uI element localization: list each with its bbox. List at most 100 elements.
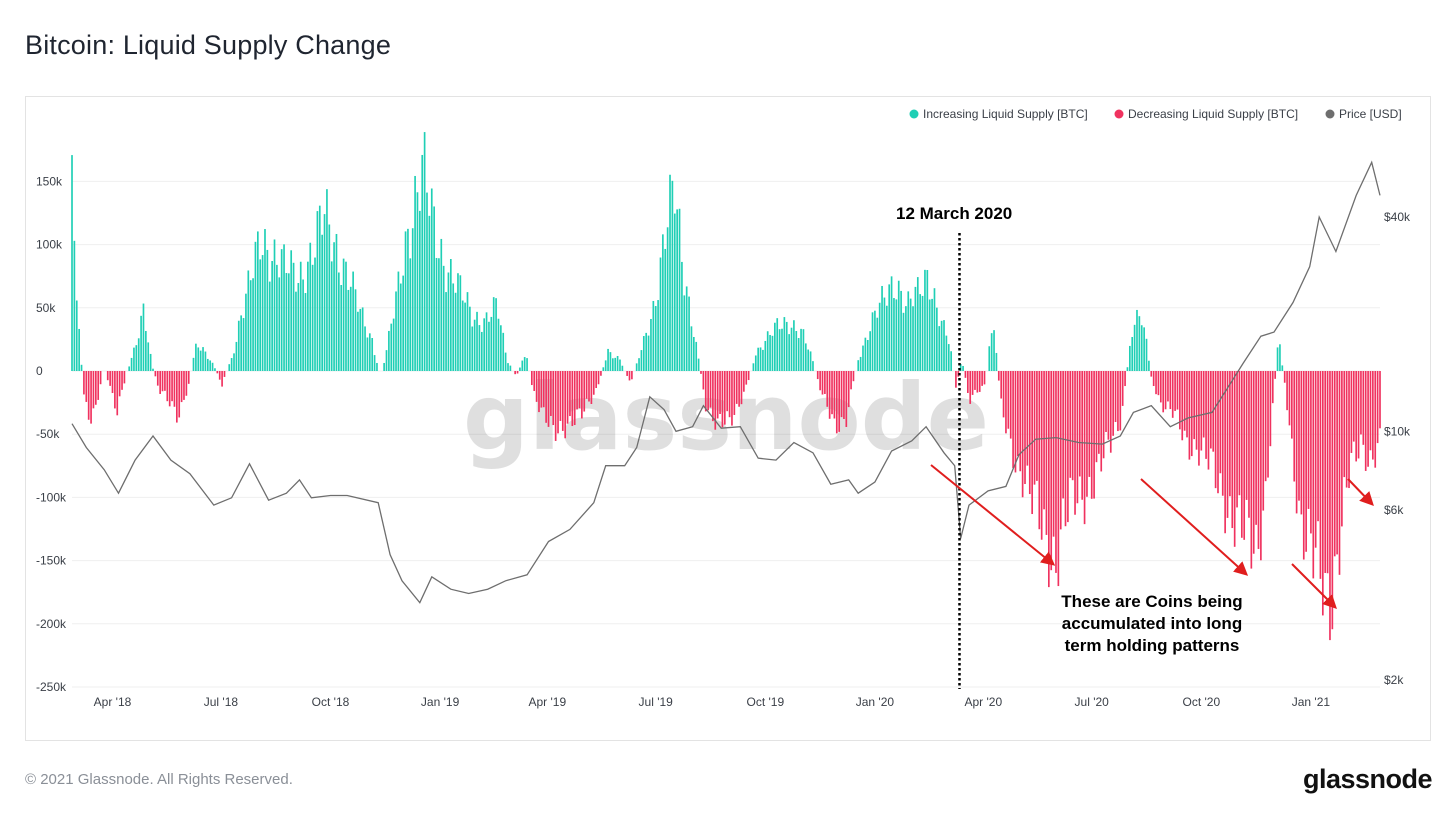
decreasing-supply-bar [187, 371, 190, 384]
increasing-supply-bar [438, 258, 440, 371]
increasing-supply-bar [376, 362, 378, 371]
increasing-supply-bar [357, 311, 359, 371]
decreasing-supply-bar [819, 371, 821, 391]
decreasing-supply-bar [983, 371, 986, 385]
y-left-tick-label: 50k [36, 301, 56, 315]
decreasing-supply-bar [1338, 371, 1341, 575]
increasing-supply-bar [914, 286, 917, 371]
increasing-supply-bar [385, 350, 388, 371]
decreasing-supply-bar [595, 371, 597, 389]
increasing-supply-bar [311, 264, 314, 371]
increasing-supply-bar [666, 227, 669, 371]
decreasing-supply-bar [176, 371, 178, 423]
increasing-supply-bar [252, 278, 254, 371]
decreasing-supply-bar [1095, 371, 1098, 463]
decreasing-supply-bar [704, 371, 707, 412]
increasing-supply-bar [928, 299, 931, 371]
increasing-supply-bar [299, 261, 302, 371]
increasing-supply-bar [931, 298, 933, 371]
increasing-supply-bar [1136, 309, 1138, 371]
decreasing-supply-bar [87, 371, 90, 420]
increasing-supply-bar [326, 189, 328, 371]
increasing-supply-bar [421, 154, 424, 371]
increasing-supply-bar [947, 344, 950, 371]
increasing-supply-bar [352, 271, 354, 371]
decreasing-supply-bar [1355, 371, 1358, 462]
increasing-supply-bar [795, 331, 798, 371]
increasing-supply-bar [411, 228, 414, 371]
increasing-supply-bar [936, 307, 938, 371]
decreasing-supply-bar [1269, 371, 1272, 447]
increasing-supply-bar [621, 365, 624, 371]
decreasing-supply-bar [1088, 371, 1091, 477]
increasing-supply-bar [990, 333, 993, 371]
increasing-supply-bar [638, 358, 640, 371]
increasing-supply-bar [604, 360, 607, 371]
increasing-supply-bar [261, 255, 264, 371]
event-label: 12 March 2020 [896, 204, 1012, 223]
decreasing-supply-bar [1202, 371, 1205, 438]
decreasing-supply-bar [626, 371, 628, 376]
increasing-supply-bar [416, 192, 419, 371]
decreasing-supply-bar [1350, 371, 1353, 453]
increasing-supply-bar [397, 271, 400, 371]
decreasing-supply-bar [164, 371, 166, 391]
increasing-supply-bar [926, 270, 929, 371]
decreasing-supply-bar [1150, 371, 1153, 377]
decreasing-supply-bar [966, 371, 969, 393]
increasing-supply-bar [659, 257, 662, 371]
decreasing-supply-bar [597, 371, 600, 385]
increasing-supply-bar [142, 303, 145, 371]
increasing-supply-bar [333, 242, 335, 371]
decreasing-supply-bar [1224, 371, 1226, 534]
increasing-supply-bar [1279, 344, 1281, 371]
y-right-tick-label: $2k [1384, 673, 1404, 687]
decreasing-supply-bar [816, 371, 819, 380]
increasing-supply-bar [237, 320, 240, 371]
annotation-note-line: These are Coins being [1061, 592, 1242, 611]
decreasing-supply-bar [981, 371, 983, 386]
decreasing-supply-bar [547, 371, 550, 427]
decreasing-supply-bar [1074, 371, 1076, 515]
increasing-supply-bar [271, 261, 273, 371]
decreasing-supply-bar [1367, 371, 1369, 467]
increasing-supply-bar [268, 281, 271, 371]
decreasing-supply-bar [1341, 371, 1343, 527]
increasing-supply-bar [361, 307, 364, 371]
decreasing-supply-bar [838, 371, 841, 432]
increasing-supply-bar [316, 211, 319, 371]
decreasing-supply-bar [1362, 371, 1365, 445]
decreasing-supply-bar [712, 371, 714, 422]
y-left-tick-label: -50k [36, 427, 60, 441]
legend-swatch [1325, 109, 1335, 119]
annotation-note-line: term holding patterns [1065, 636, 1240, 655]
increasing-supply-bar [435, 257, 438, 371]
increasing-supply-bar [230, 358, 233, 371]
increasing-supply-bar [433, 206, 435, 371]
decreasing-supply-bar [826, 371, 829, 407]
increasing-supply-bar [447, 272, 450, 371]
decreasing-supply-bar [557, 371, 559, 434]
increasing-supply-bar [78, 328, 80, 371]
decreasing-supply-bar [971, 371, 974, 395]
x-tick-label: Oct '18 [312, 695, 350, 709]
increasing-supply-bar [693, 336, 695, 371]
increasing-supply-bar [940, 320, 943, 371]
legend-entry-label: Price [USD] [1339, 107, 1402, 121]
decreasing-supply-bar [1295, 371, 1298, 514]
decreasing-supply-bar [1181, 371, 1184, 441]
decreasing-supply-bar [1152, 371, 1155, 387]
increasing-supply-bar [907, 291, 910, 371]
decreasing-supply-bar [1240, 371, 1243, 538]
increasing-supply-bar [681, 261, 683, 371]
decreasing-supply-bar [1379, 371, 1381, 429]
x-tick-label: Apr '20 [964, 695, 1002, 709]
decreasing-supply-bar [1264, 371, 1267, 482]
increasing-supply-bar [1140, 325, 1143, 371]
increasing-supply-bar [857, 360, 860, 371]
decreasing-supply-bar [554, 371, 557, 441]
increasing-supply-bar [473, 319, 476, 371]
x-tick-label: Jan '19 [421, 695, 460, 709]
decreasing-supply-bar [600, 371, 602, 376]
decreasing-supply-bar [1107, 371, 1110, 440]
